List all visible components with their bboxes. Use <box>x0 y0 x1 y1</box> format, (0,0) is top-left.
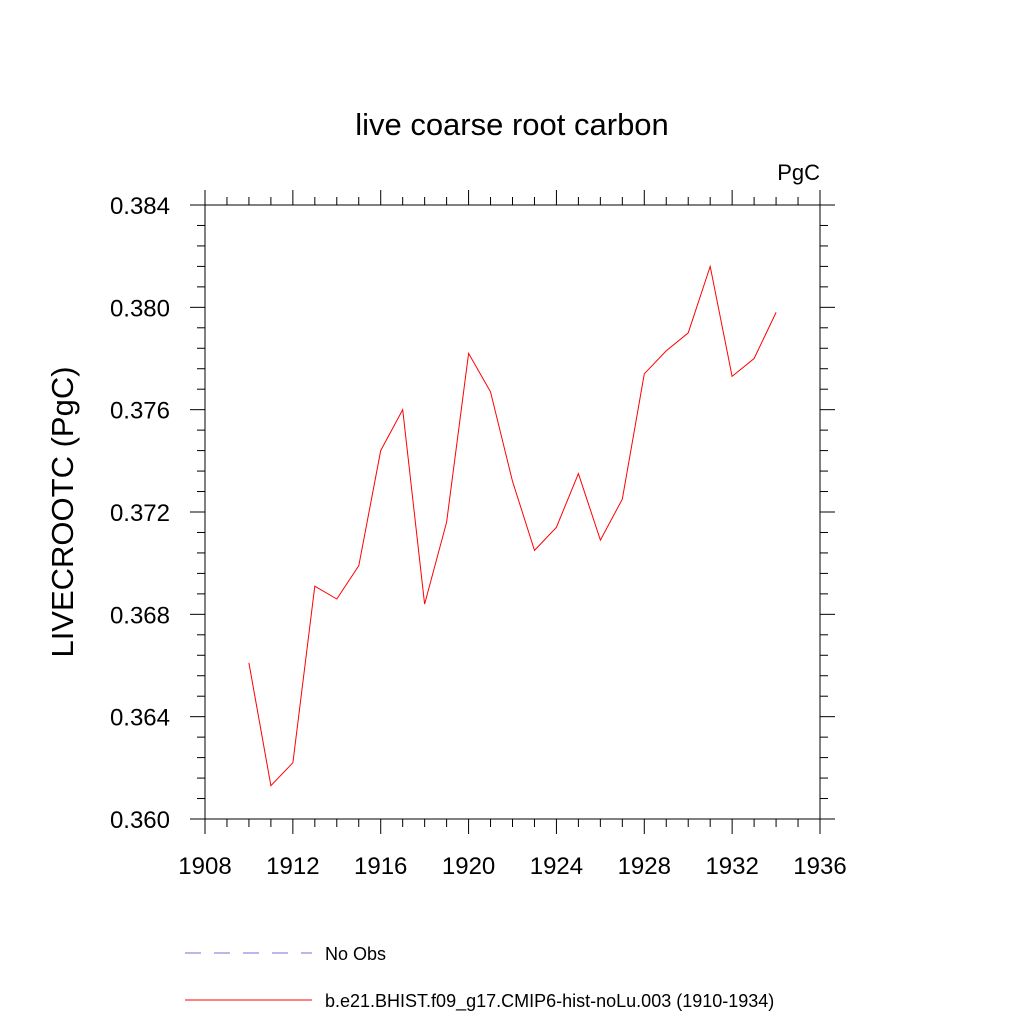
x-tick-label: 1920 <box>442 853 495 880</box>
data-point <box>357 564 360 567</box>
data-point <box>445 521 448 524</box>
x-tick-label: 1924 <box>530 853 583 880</box>
y-axis-ticks: 0.360 0.364 0.368 0.372 0.376 0.380 0.384 <box>110 193 835 834</box>
data-point <box>379 449 382 452</box>
data-point <box>533 549 536 552</box>
y-tick-label: 0.372 <box>110 500 170 527</box>
y-tick-label: 0.384 <box>110 193 170 220</box>
data-point <box>665 349 668 352</box>
y-tick-label: 0.368 <box>110 602 170 629</box>
data-point <box>423 603 426 606</box>
y-axis-label: LIVECROOTC (PgC) <box>45 366 80 657</box>
legend-label-0: No Obs <box>325 944 386 964</box>
data-point <box>555 526 558 529</box>
chart-title: live coarse root carbon <box>355 107 669 142</box>
legend-label-1: b.e21.BHIST.f09_g17.CMIP6-hist-noLu.003 … <box>325 991 774 1012</box>
x-tick-label: 1928 <box>618 853 671 880</box>
x-axis-ticks: 1908 1912 1916 1920 1924 1928 1932 1936 <box>178 190 847 880</box>
data-point <box>621 498 624 501</box>
data-point <box>511 480 514 483</box>
units-label: PgC <box>777 160 820 185</box>
data-point <box>775 311 778 314</box>
x-tick-label: 1908 <box>178 853 231 880</box>
data-point <box>401 408 404 411</box>
data-point <box>643 372 646 375</box>
series-line-0 <box>248 264 777 787</box>
data-point <box>269 784 272 787</box>
x-tick-label: 1936 <box>793 853 846 880</box>
data-point <box>577 472 580 475</box>
data-point <box>313 585 316 588</box>
data-point <box>247 661 250 664</box>
y-tick-label: 0.364 <box>110 705 170 732</box>
data-point <box>687 331 690 334</box>
legend: No Obs b.e21.BHIST.f09_g17.CMIP6-hist-noL… <box>185 944 774 1012</box>
data-point <box>599 539 602 542</box>
series-layer <box>247 264 778 787</box>
x-tick-label: 1912 <box>266 853 319 880</box>
data-point <box>709 265 712 268</box>
y-tick-label: 0.380 <box>110 295 170 322</box>
data-point <box>489 390 492 393</box>
y-tick-label: 0.360 <box>110 807 170 834</box>
data-point <box>335 597 338 600</box>
data-point <box>467 352 470 355</box>
y-tick-label: 0.376 <box>110 398 170 425</box>
data-point <box>753 357 756 360</box>
x-tick-label: 1916 <box>354 853 407 880</box>
data-point <box>291 761 294 764</box>
data-point <box>731 375 734 378</box>
x-tick-label: 1932 <box>705 853 758 880</box>
